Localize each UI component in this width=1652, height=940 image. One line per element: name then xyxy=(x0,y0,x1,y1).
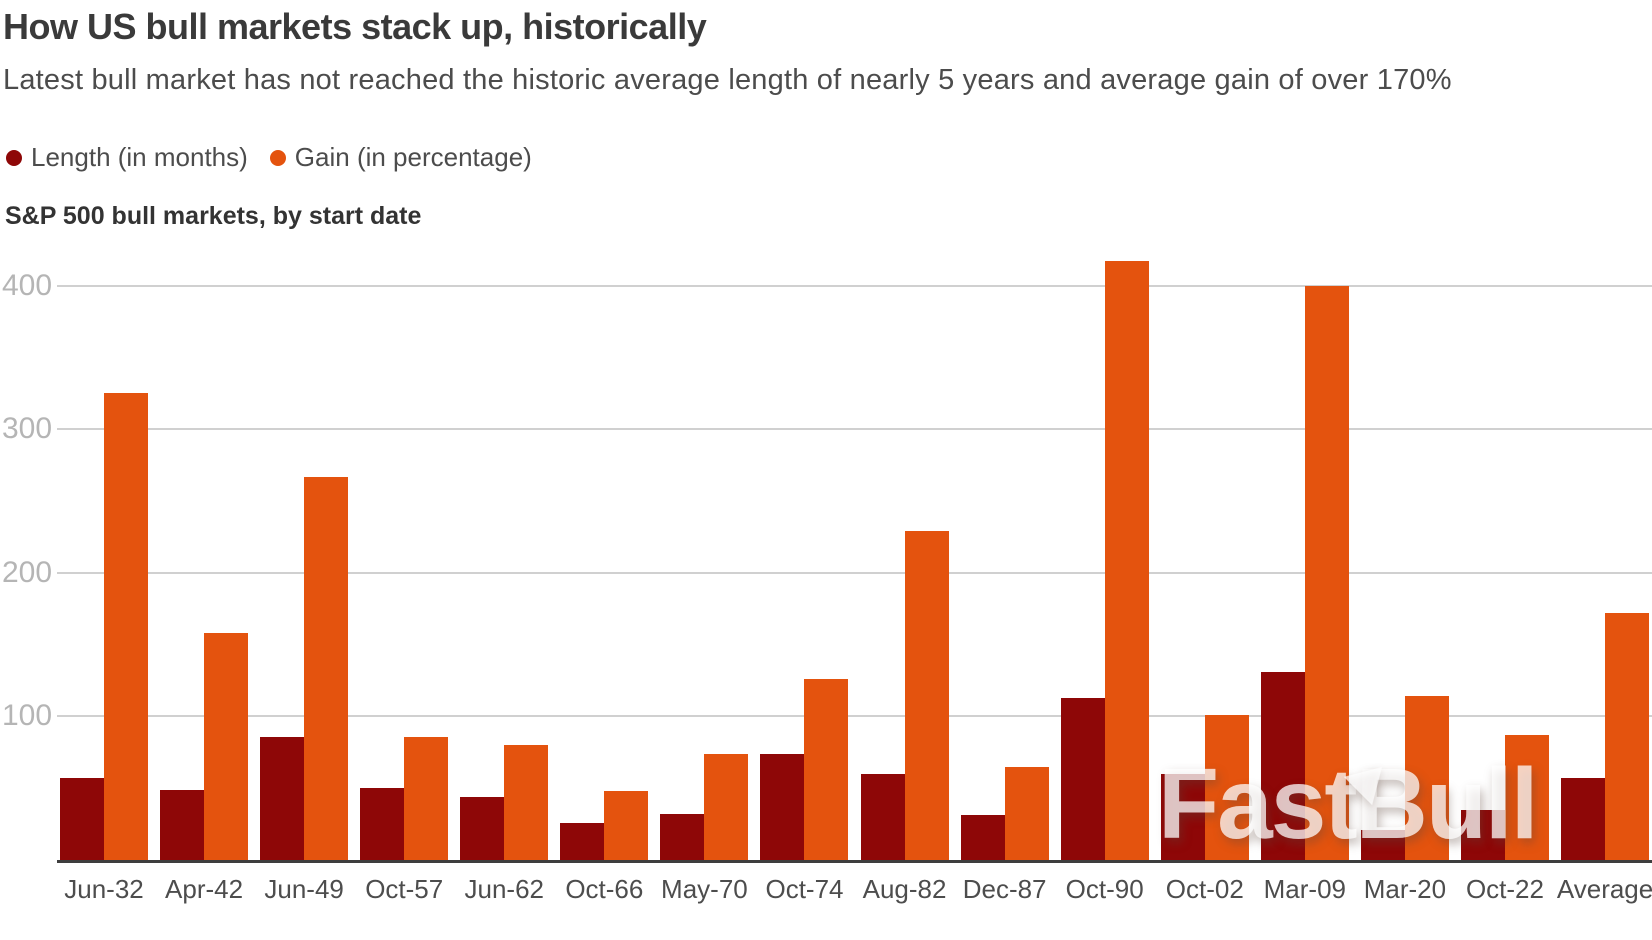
y-axis-tick-label: 300 xyxy=(2,412,53,446)
bar-gain-Dec-87 xyxy=(1004,767,1049,860)
bar-length-Jun-62 xyxy=(460,797,505,860)
legend-swatch-length-icon xyxy=(6,149,22,166)
bar-gain-Jun-49 xyxy=(304,477,349,860)
page-title: How US bull markets stack up, historical… xyxy=(3,6,707,47)
x-axis-label: May-70 xyxy=(661,874,748,904)
chart-legend: Length (in months) Gain (in percentage) xyxy=(6,142,532,173)
x-axis-label: Oct-90 xyxy=(1065,874,1144,904)
bar-length-Jun-49 xyxy=(260,737,305,860)
bar-gain-Aug-82 xyxy=(904,531,949,860)
chart-heading: S&P 500 bull markets, by start date xyxy=(5,202,422,230)
x-axis-label: Mar-20 xyxy=(1363,874,1447,904)
bar-gain-Oct-66 xyxy=(604,791,649,860)
x-axis-label: Oct-22 xyxy=(1465,874,1544,904)
bar-gain-Average xyxy=(1605,613,1650,860)
x-axis-label: Jun-32 xyxy=(64,874,144,904)
bar-length-Apr-42 xyxy=(160,790,205,860)
y-axis-tick-label: 400 xyxy=(2,268,53,302)
bar-length-Mar-20 xyxy=(1360,830,1405,860)
bar-gain-Oct-22 xyxy=(1504,735,1549,860)
bar-gain-Oct-90 xyxy=(1104,261,1149,860)
x-axis-label: Dec-87 xyxy=(962,874,1047,904)
bar-length-Aug-82 xyxy=(860,774,905,860)
bar-length-Jun-32 xyxy=(60,778,104,860)
bar-gain-May-70 xyxy=(704,754,749,860)
legend-item-gain: Gain (in percentage) xyxy=(269,142,532,173)
bar-length-Oct-22 xyxy=(1460,810,1505,860)
y-axis-tick-label: 100 xyxy=(2,699,53,733)
x-axis-label: Jun-62 xyxy=(464,874,545,904)
bar-length-Mar-09 xyxy=(1260,672,1305,860)
x-axis-label: Jun-49 xyxy=(264,874,344,904)
x-axis-line xyxy=(57,860,1652,863)
bar-gain-Mar-09 xyxy=(1304,286,1349,860)
bar-gain-Oct-02 xyxy=(1204,715,1249,860)
gridline-400 xyxy=(57,284,1652,287)
gridline-300 xyxy=(57,428,1652,431)
x-axis-label: Oct-02 xyxy=(1165,874,1244,904)
bar-length-Oct-57 xyxy=(360,788,405,860)
bar-length-May-70 xyxy=(660,814,705,860)
x-axis-label: Oct-66 xyxy=(565,874,644,904)
bar-length-Oct-02 xyxy=(1160,774,1205,860)
bar-length-Oct-74 xyxy=(760,754,805,860)
bar-gain-Mar-20 xyxy=(1404,696,1449,860)
legend-label-length: Length (in months) xyxy=(31,142,248,172)
bar-gain-Apr-42 xyxy=(204,633,249,860)
gridline-100 xyxy=(57,715,1652,718)
legend-item-length: Length (in months) xyxy=(6,142,248,173)
x-axis-label: Mar-09 xyxy=(1263,874,1346,904)
bar-length-Average xyxy=(1561,778,1606,860)
page-subtitle: Latest bull market has not reached the h… xyxy=(3,64,1452,96)
gridline-200 xyxy=(57,571,1652,574)
bar-gain-Oct-74 xyxy=(804,679,849,860)
bar-gain-Jun-62 xyxy=(504,745,549,860)
x-axis-label: Oct-74 xyxy=(765,874,844,904)
x-axis-label: Apr-42 xyxy=(165,874,244,904)
bar-gain-Jun-32 xyxy=(104,393,148,860)
bar-length-Oct-66 xyxy=(560,823,605,860)
bar-gain-Oct-57 xyxy=(404,737,449,860)
legend-label-gain: Gain (in percentage) xyxy=(294,142,532,172)
legend-swatch-gain-icon xyxy=(269,149,286,166)
x-axis-label: Oct-57 xyxy=(365,874,444,904)
x-axis-label: Average xyxy=(1556,874,1652,904)
x-axis-label: Aug-82 xyxy=(862,874,947,904)
bar-length-Dec-87 xyxy=(960,815,1005,860)
y-axis-tick-label: 200 xyxy=(2,555,53,589)
bar-length-Oct-90 xyxy=(1060,698,1105,860)
